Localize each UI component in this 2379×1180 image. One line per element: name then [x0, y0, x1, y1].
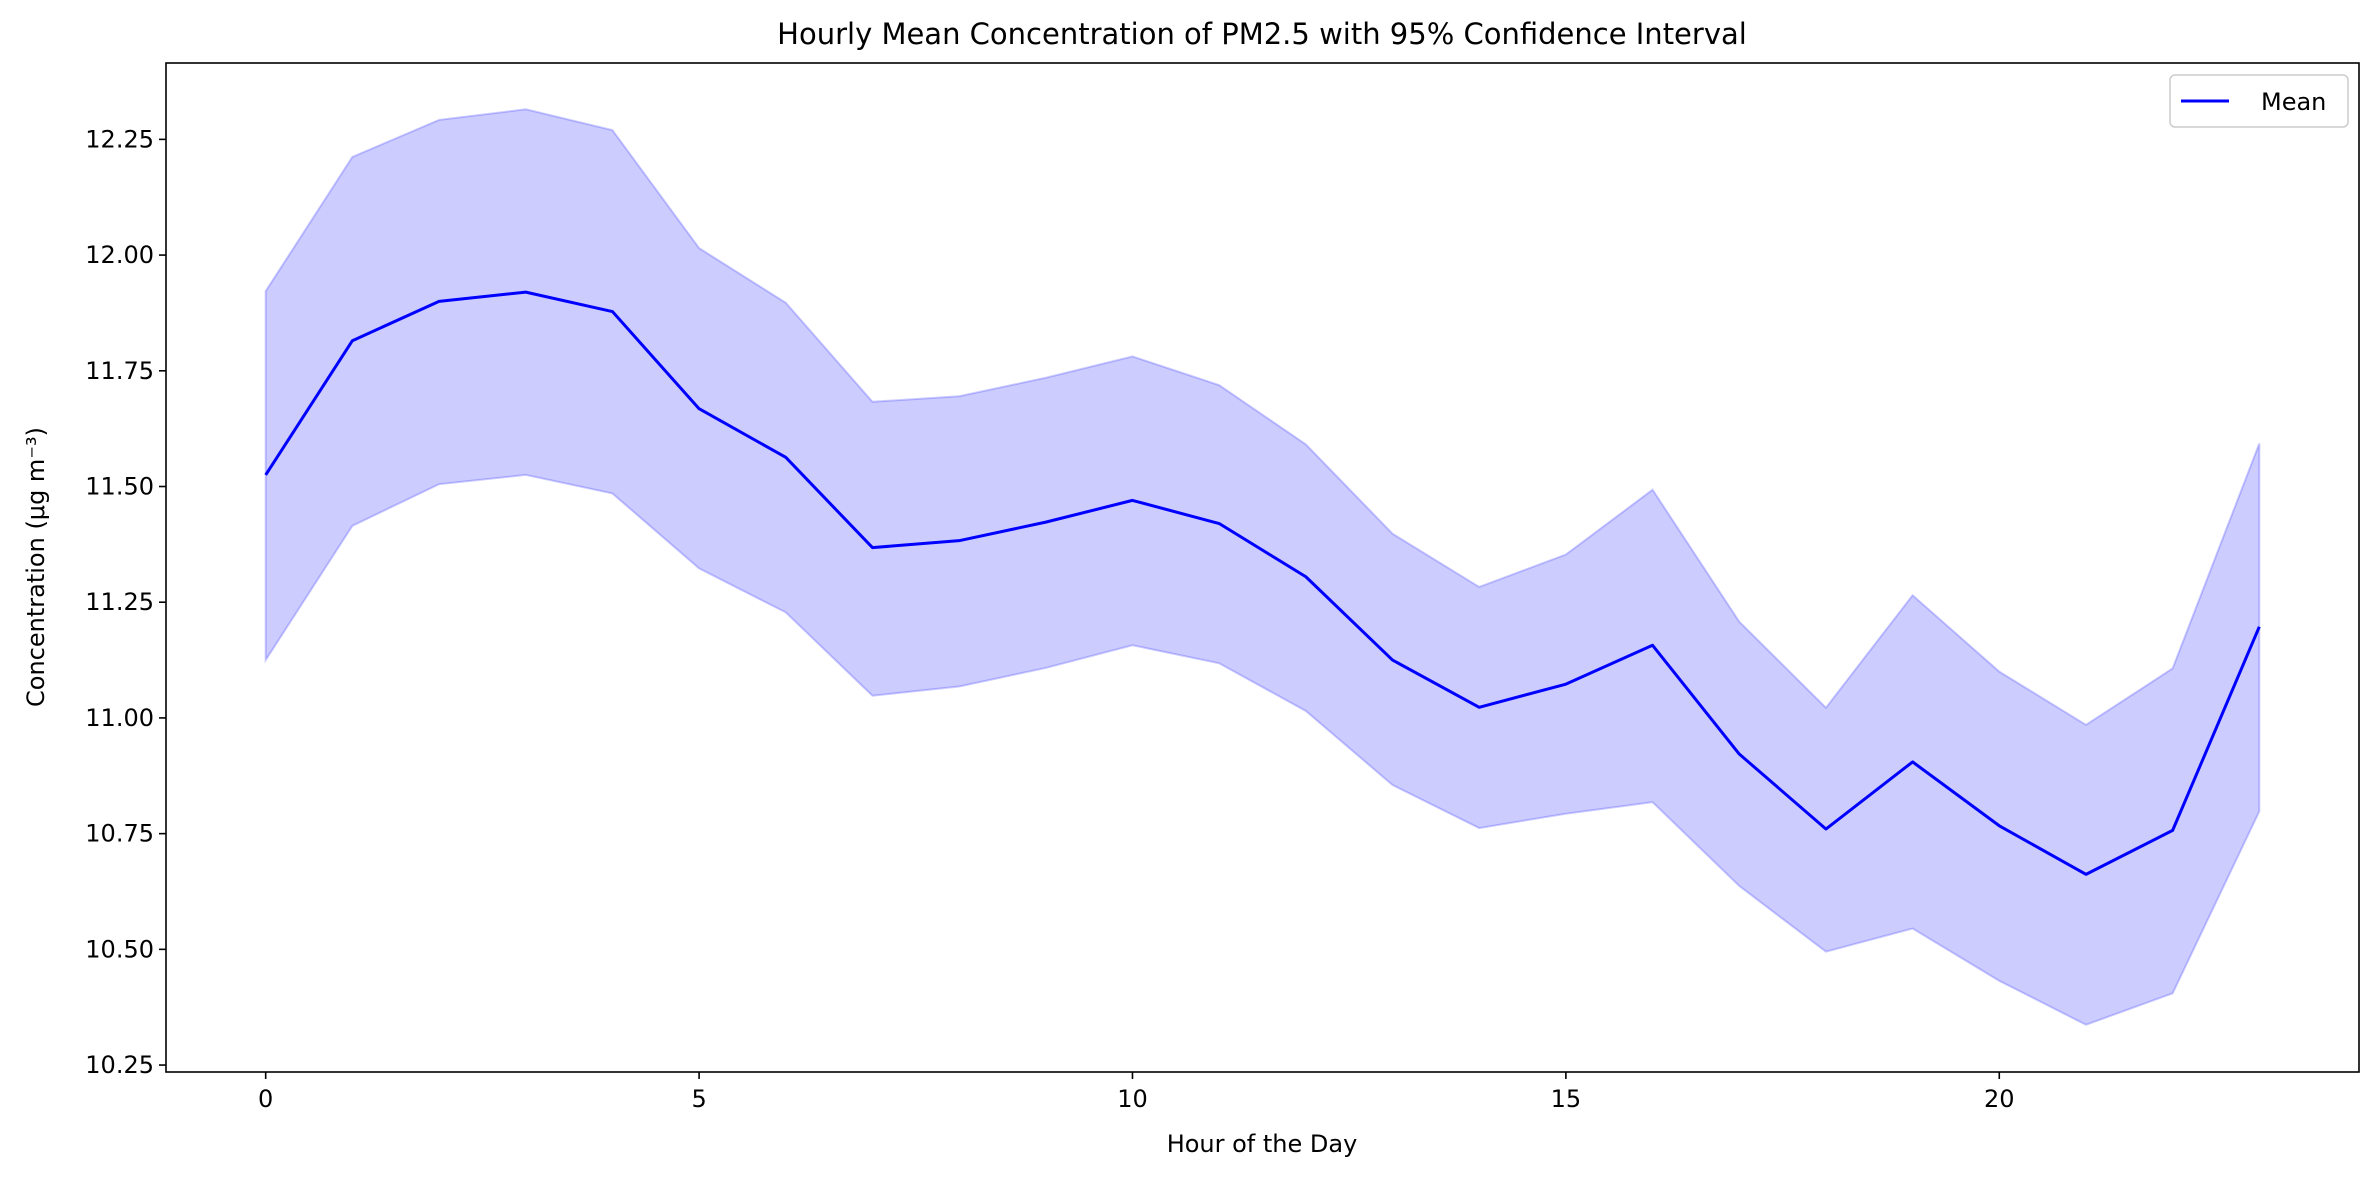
legend-entry-mean: Mean	[2261, 88, 2326, 116]
y-tick-label: 10.25	[85, 1051, 154, 1079]
x-tick-label: 5	[691, 1085, 706, 1113]
x-tick-label: 15	[1551, 1085, 1582, 1113]
y-axis-ticks: 10.25 10.50 10.75 11.00 11.25 11.50 11.75 12.00…	[85, 125, 166, 1079]
y-tick-label: 10.50	[85, 935, 154, 963]
legend: Mean	[2169, 74, 2349, 128]
y-tick-label: 11.00	[85, 704, 154, 732]
confidence-band-layer	[264, 108, 2261, 1026]
y-tick-label: 11.75	[85, 357, 154, 385]
y-tick-label: 12.00	[85, 241, 154, 269]
x-axis-ticks: 0 5 10 15 20	[258, 1072, 2015, 1113]
plot-frame	[165, 62, 2360, 1073]
y-tick-label: 11.25	[85, 588, 154, 616]
x-tick-label: 20	[1984, 1085, 2015, 1113]
y-tick-label: 12.25	[85, 125, 154, 153]
chart-title: Hourly Mean Concentration of PM2.5 with …	[777, 17, 1747, 51]
y-axis-label: Concentration (μg m⁻³)	[22, 427, 50, 707]
series-line-layer	[264, 290, 2261, 876]
legend-box	[2169, 74, 2349, 128]
y-tick-label: 10.75	[85, 820, 154, 848]
x-tick-label: 10	[1117, 1085, 1148, 1113]
series-line-mean	[264, 290, 2261, 876]
confidence-band	[264, 108, 2261, 1026]
x-tick-label: 0	[258, 1085, 273, 1113]
y-tick-label: 11.50	[85, 473, 154, 501]
x-axis-label: Hour of the Day	[1167, 1130, 1358, 1158]
